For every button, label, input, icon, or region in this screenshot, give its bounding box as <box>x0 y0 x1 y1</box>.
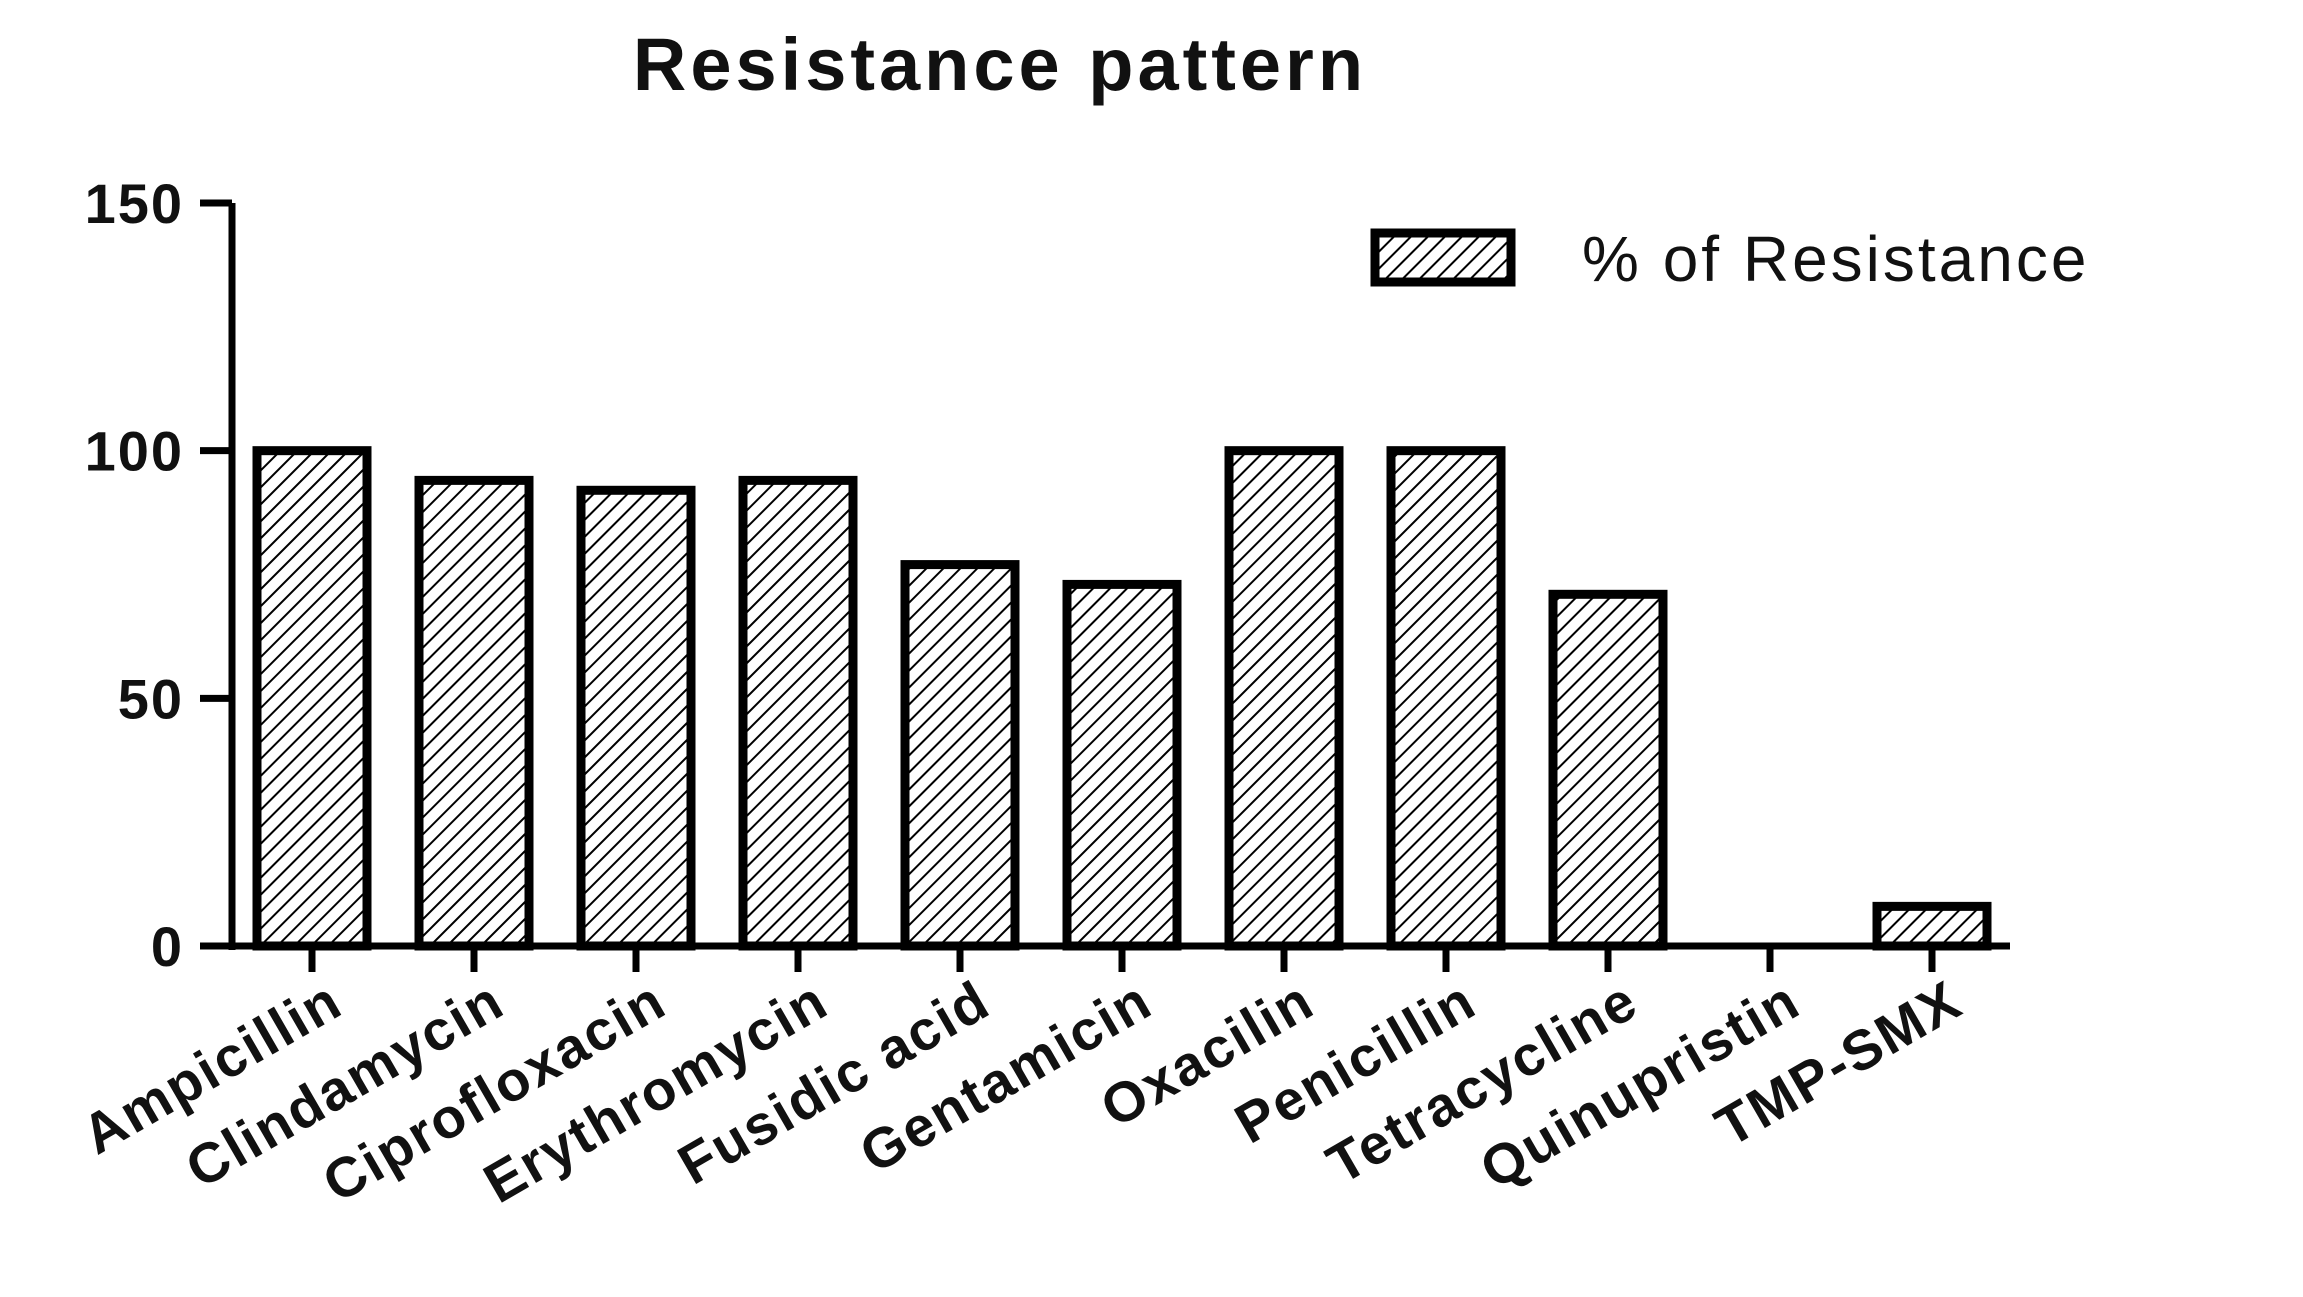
bar <box>576 485 696 951</box>
bar <box>252 446 372 951</box>
legend-swatch <box>1370 228 1516 287</box>
bar <box>900 560 1020 951</box>
y-tick-label: 0 <box>151 915 184 978</box>
bar <box>738 475 858 951</box>
bar <box>414 475 534 951</box>
chart-title: Resistance pattern <box>633 23 1367 106</box>
plot-area: 050100150AmpicillinClindamycinCiprofloxa… <box>71 172 2010 1215</box>
bar <box>1224 446 1344 951</box>
y-tick-label: 150 <box>85 172 184 235</box>
bar <box>1386 446 1506 951</box>
chart-legend: % of Resistance <box>1370 223 2089 295</box>
y-tick-label: 50 <box>118 667 184 730</box>
y-tick-label: 100 <box>85 420 184 483</box>
legend-label: % of Resistance <box>1582 223 2089 295</box>
bar <box>1548 589 1668 951</box>
bar <box>1872 901 1992 951</box>
bar <box>1062 579 1182 951</box>
